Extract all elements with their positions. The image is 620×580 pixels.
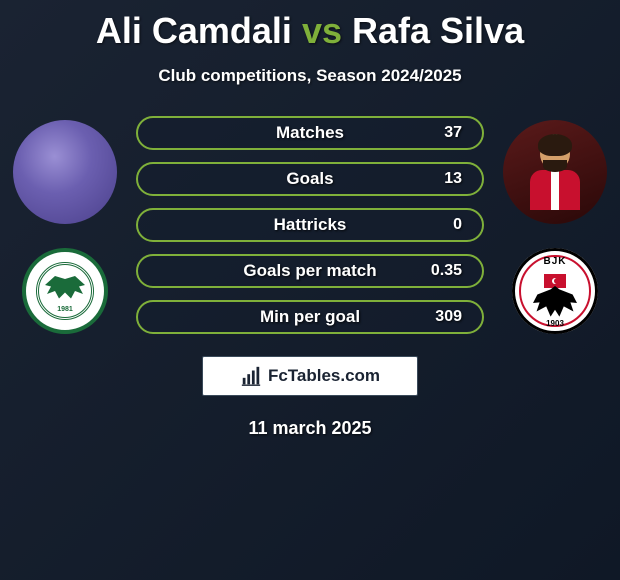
bjk-founded-year: 1903 — [546, 319, 564, 328]
stat-row-goals: Goals 13 — [136, 162, 484, 196]
player2-name: Rafa Silva — [352, 10, 524, 51]
player2-club-crest: BJK 1903 — [512, 248, 598, 334]
date-text: 11 march 2025 — [10, 418, 610, 439]
comparison-card: Ali Camdali vs Rafa Silva Club competiti… — [0, 0, 620, 447]
turkish-flag-icon — [544, 274, 566, 288]
bjk-abbrev: BJK — [543, 256, 566, 267]
stat-value: 13 — [444, 170, 462, 188]
main-row: 1981 Matches 37 Goals 13 Hattricks 0 Goa… — [10, 116, 610, 334]
branding-text: FcTables.com — [268, 366, 380, 386]
stat-value: 0 — [453, 216, 462, 234]
stat-label: Goals — [286, 169, 333, 189]
vs-separator: vs — [302, 10, 342, 51]
stat-row-min-per-goal: Min per goal 309 — [136, 300, 484, 334]
stat-label: Goals per match — [243, 261, 376, 281]
stat-row-hattricks: Hattricks 0 — [136, 208, 484, 242]
player-figure-icon — [520, 132, 590, 212]
left-column: 1981 — [10, 116, 120, 334]
stat-label: Min per goal — [260, 307, 360, 327]
page-title: Ali Camdali vs Rafa Silva — [10, 10, 610, 52]
player2-avatar — [503, 120, 607, 224]
stat-row-matches: Matches 37 — [136, 116, 484, 150]
player1-name: Ali Camdali — [96, 10, 292, 51]
player1-avatar — [13, 120, 117, 224]
stat-value: 0.35 — [431, 262, 462, 280]
player1-club-crest: 1981 — [22, 248, 108, 334]
stats-column: Matches 37 Goals 13 Hattricks 0 Goals pe… — [136, 116, 484, 334]
konyaspor-eagle-icon — [45, 276, 85, 306]
konyaspor-crest-inner: 1981 — [36, 262, 94, 320]
branding-link[interactable]: FcTables.com — [202, 356, 418, 396]
bar-chart-icon — [240, 365, 262, 387]
stat-row-goals-per-match: Goals per match 0.35 — [136, 254, 484, 288]
subtitle: Club competitions, Season 2024/2025 — [10, 66, 610, 86]
stat-value: 37 — [444, 124, 462, 142]
stat-label: Matches — [276, 123, 344, 143]
stat-value: 309 — [435, 308, 462, 326]
konyaspor-founded-year: 1981 — [57, 306, 73, 313]
right-column: BJK 1903 — [500, 116, 610, 334]
stat-label: Hattricks — [274, 215, 347, 235]
